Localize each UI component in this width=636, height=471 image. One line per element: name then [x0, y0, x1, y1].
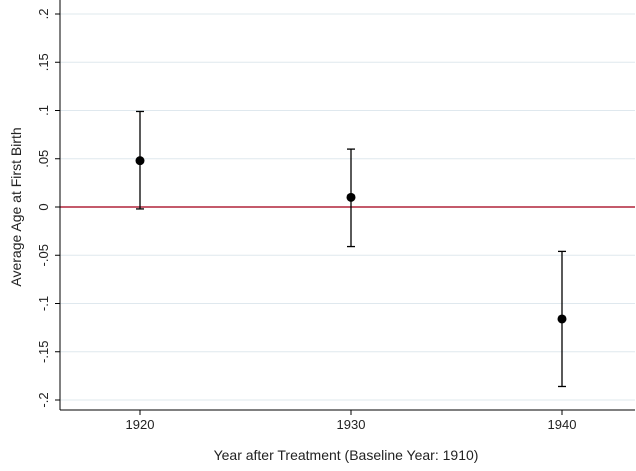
point-estimate [135, 156, 145, 166]
x-tick-label: 1920 [126, 417, 155, 432]
point-estimate [557, 314, 567, 324]
y-tick-label: .05 [36, 150, 51, 168]
y-axis-title: Average Age at First Birth [8, 127, 24, 286]
tick-labels: .2 .15 .1 .05 0 -.05 -.1 -.15 -.2 1920 1930 1940 [36, 9, 576, 432]
data-marks [135, 110, 567, 388]
y-tick-label: .15 [36, 53, 51, 71]
y-tick-label: .1 [36, 105, 51, 116]
x-axis-title: Year after Treatment (Baseline Year: 191… [214, 447, 479, 463]
x-tick-label: 1940 [548, 417, 577, 432]
y-tick-label: -.1 [36, 296, 51, 311]
y-tick-label: -.05 [36, 244, 51, 266]
y-tick-label: -.15 [36, 341, 51, 363]
axes [55, 0, 635, 415]
x-tick-label: 1930 [337, 417, 366, 432]
y-tick-label: -.2 [36, 392, 51, 407]
y-tick-label: .2 [36, 9, 51, 20]
point-estimate [346, 192, 356, 202]
y-tick-label: 0 [36, 203, 51, 210]
